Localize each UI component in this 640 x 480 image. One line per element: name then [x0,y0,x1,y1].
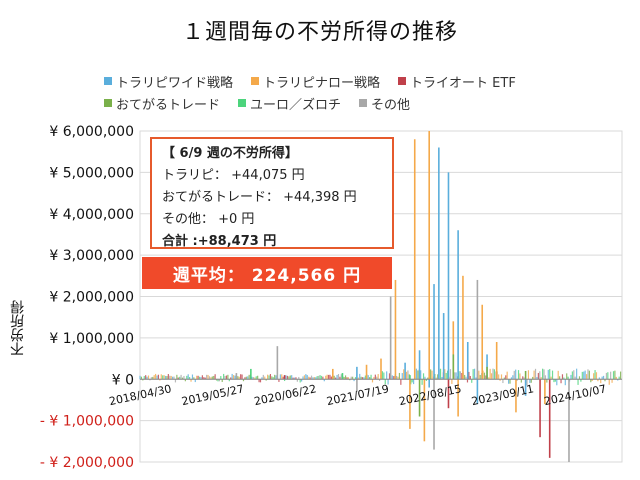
x-tick-label: 2024/10/07 [543,382,608,408]
info-total: 合計 :+88,473 円 [162,234,277,249]
legend-row-2: おてがるトレード ユーロ／ズロチ その他 [104,92,584,114]
legend-swatch [398,77,407,85]
legend-label: その他 [371,97,411,113]
y-tick-label: ¥ 4,000,000 [49,207,134,223]
legend-swatch [359,99,368,107]
y-tick-label: ¥ 3,000,000 [49,248,134,264]
legend-row-1: トラリピワイド戦略 トラリピナロー戦略 トライオート ETF [104,70,584,92]
legend-item-etf[interactable]: トライオート ETF [398,72,516,91]
info-box: 【 6/9 週の不労所得】 トラリピ： +44,075 円 おてがるトレード： … [150,137,394,249]
x-tick-label: 2019/05/27 [180,382,245,408]
legend-label: トラリピワイド戦略 [116,75,234,91]
y-tick-label: - ¥ 2,000,000 [40,455,134,471]
legend: トラリピワイド戦略 トラリピナロー戦略 トライオート ETF おてがるトレード … [104,70,584,114]
y-tick-label: ¥ 0 [112,372,134,388]
info-line-otegaru: おてがるトレード： +44,398 円 [162,190,357,205]
y-tick-label: - ¥ 1,000,000 [40,414,134,430]
legend-swatch [251,77,260,85]
chart-title: １週間毎の不労所得の推移 [181,20,458,45]
legend-swatch [104,77,112,85]
legend-label: トラリピナロー戦略 [263,75,381,91]
weekly-average-banner: 週平均： 224,566 円 [142,257,392,289]
legend-swatch [238,99,247,107]
x-tick-label: 2021/07/19 [325,382,390,408]
legend-item-other[interactable]: その他 [359,94,410,113]
x-tick-label: 2022/08/15 [398,382,463,408]
legend-item-narrow[interactable]: トラリピナロー戦略 [251,72,380,91]
y-tick-label: ¥ 1,000,000 [49,331,134,347]
info-line-traripi: トラリピ： +44,075 円 [162,168,305,183]
legend-item-wide[interactable]: トラリピワイド戦略 [104,72,233,91]
info-heading: 【 6/9 週の不労所得】 [162,146,298,161]
legend-label: ユーロ／ズロチ [250,97,342,113]
plot-border [139,130,623,463]
legend-label: おてがるトレード [116,97,221,113]
x-tick-label: 2020/06/22 [253,382,318,408]
legend-label: トライオート ETF [410,75,516,91]
y-tick-label: ¥ 5,000,000 [49,165,134,181]
x-tick-label: 2023/09/11 [470,382,535,408]
info-line-other: その他： +0 円 [162,212,255,227]
y-tick-label: ¥ 6,000,000 [49,124,134,140]
legend-swatch [104,99,112,107]
legend-item-otegaru[interactable]: おてがるトレード [104,94,220,113]
legend-item-eurpln[interactable]: ユーロ／ズロチ [238,94,341,113]
y-tick-label: ¥ 2,000,000 [49,290,134,306]
